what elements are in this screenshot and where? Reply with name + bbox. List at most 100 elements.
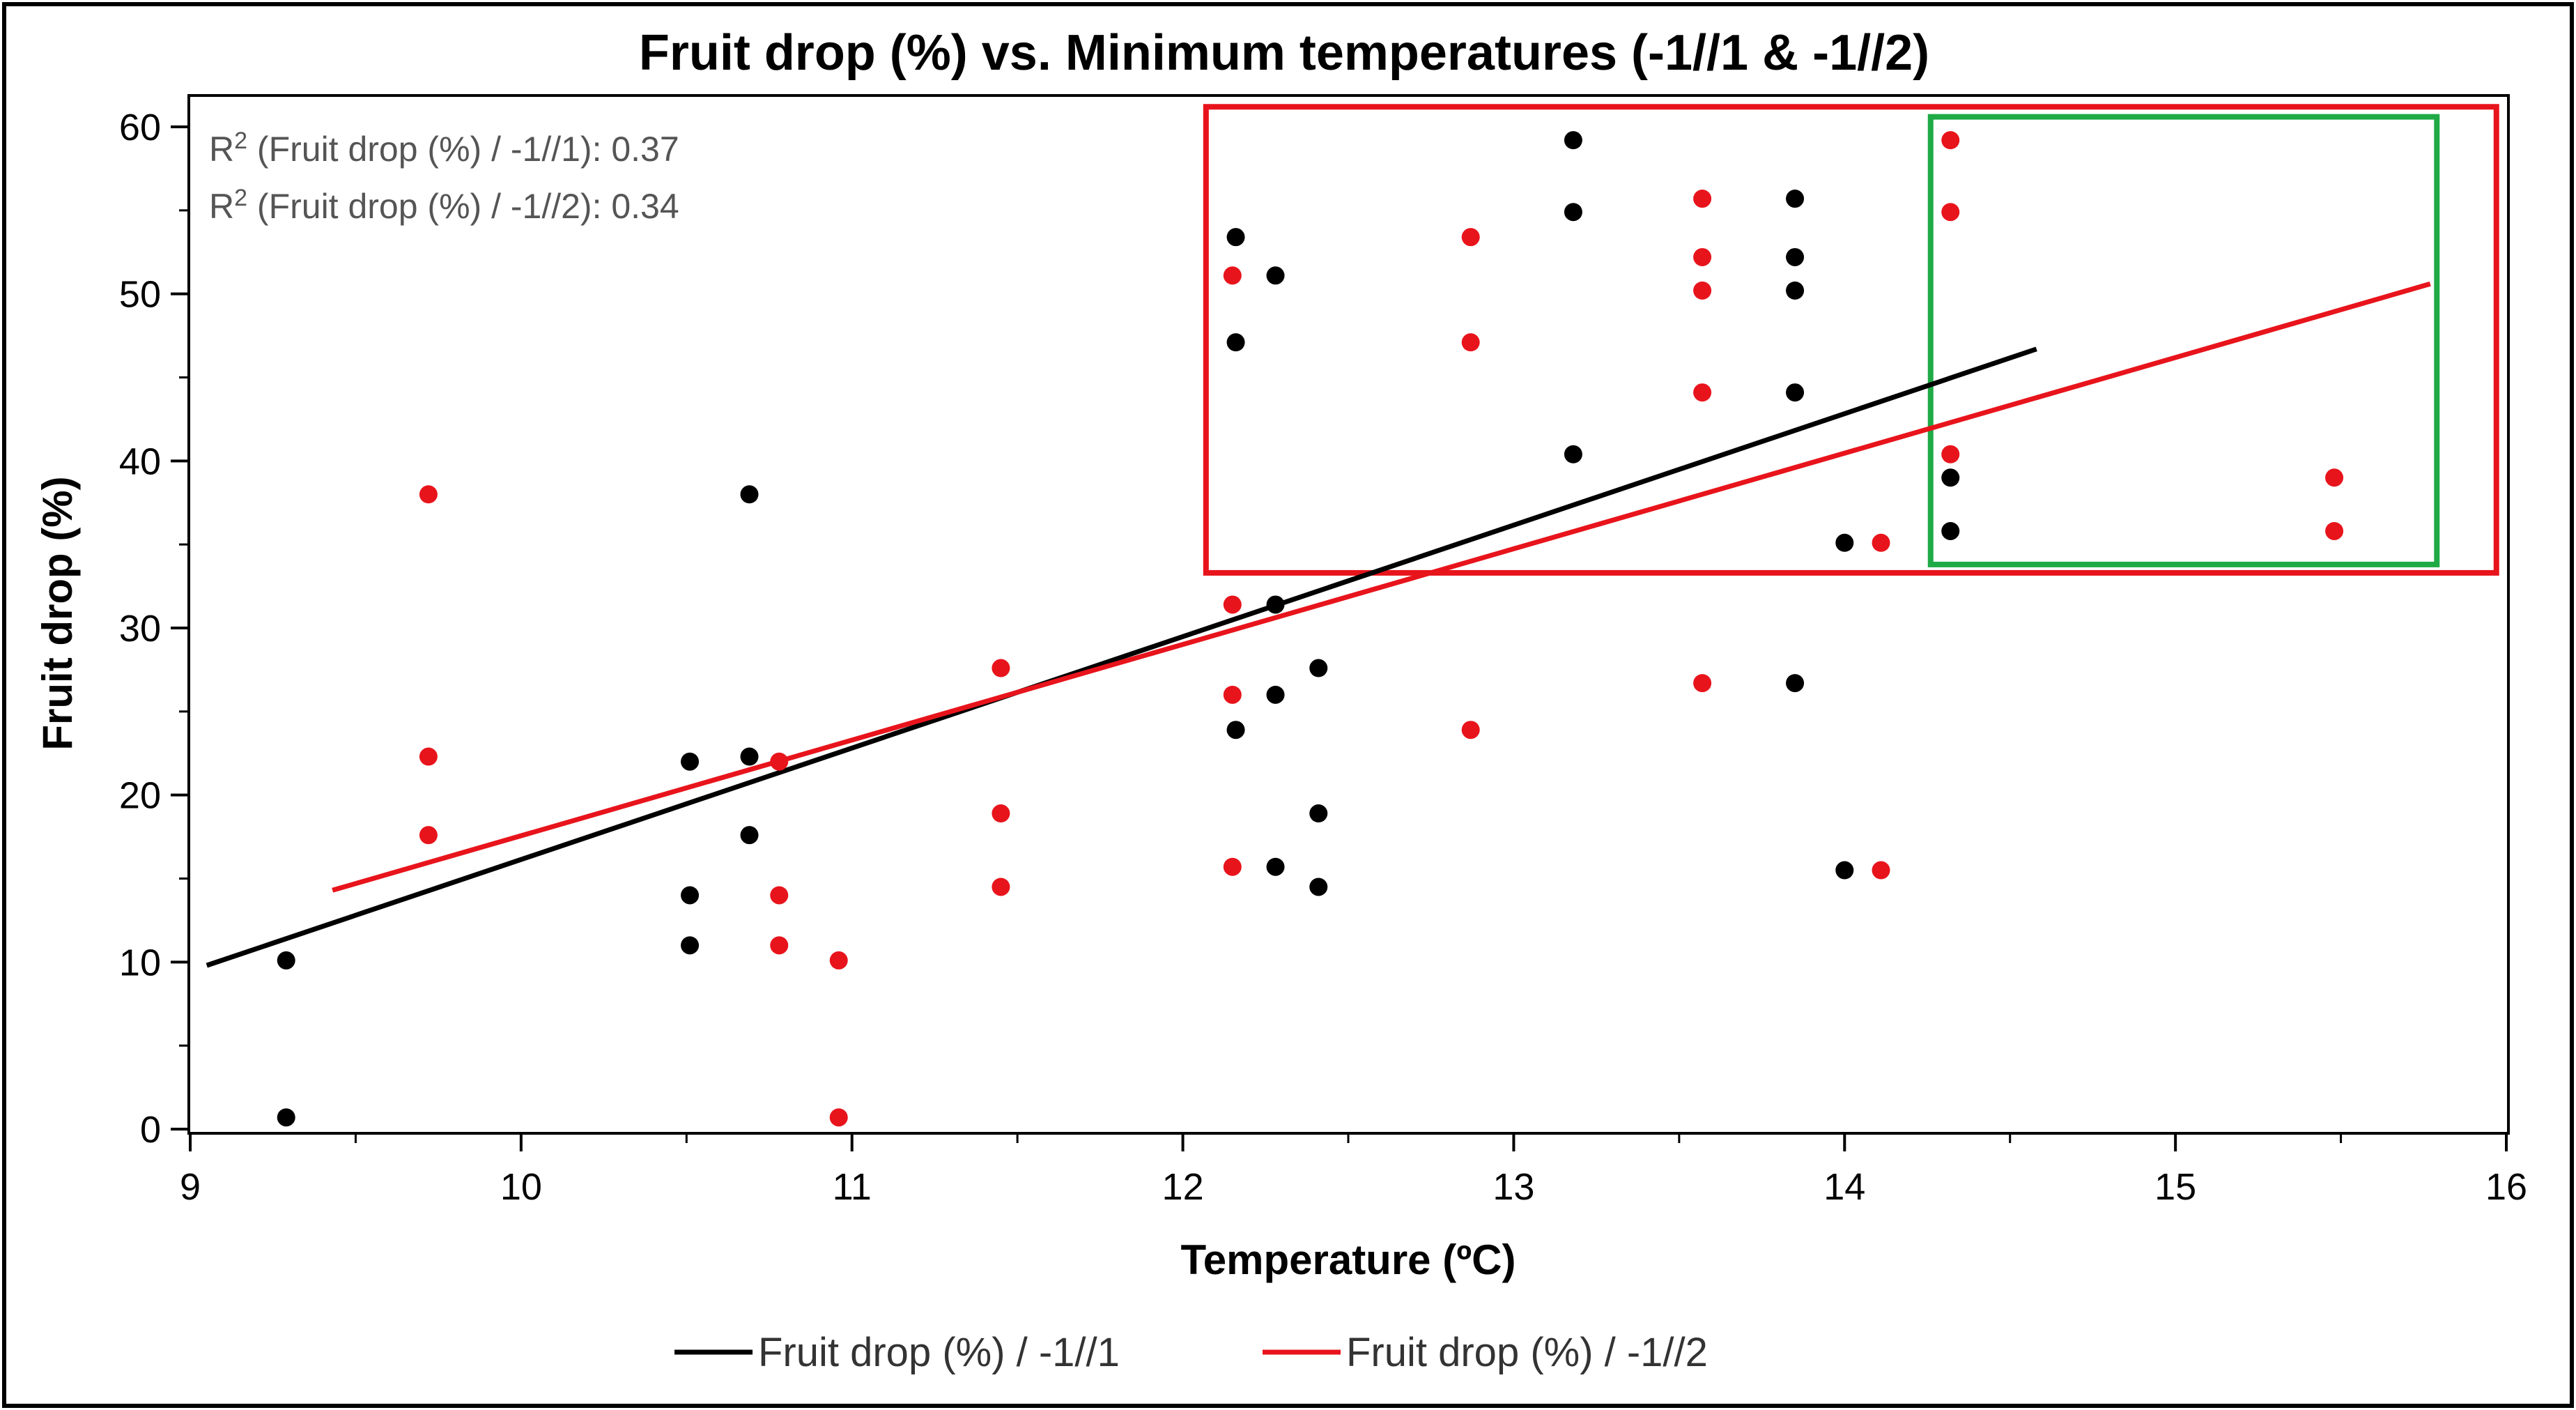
point-series-1 [1266, 857, 1285, 876]
highlight-box-2 [1927, 114, 2440, 567]
point-series-1 [1309, 659, 1328, 677]
fit-line-series-2 [332, 281, 2431, 893]
point-series-2 [1223, 595, 1242, 614]
point-series-1 [1226, 333, 1245, 352]
y-tick-label: 0 [140, 1109, 161, 1151]
point-series-1 [1226, 228, 1245, 247]
point-series-2 [1693, 674, 1712, 693]
point-series-2 [1941, 131, 1960, 150]
point-series-2 [1872, 533, 1890, 552]
legend: Fruit drop (%) / -1//1 Fruit drop (%) / … [674, 1330, 1708, 1375]
point-series-1 [740, 826, 759, 845]
point-series-1 [1266, 685, 1285, 704]
point-series-2 [1693, 190, 1712, 208]
point-series-1 [1226, 721, 1245, 740]
plot-area [187, 94, 2510, 1135]
point-series-2 [1693, 383, 1712, 402]
point-series-1 [1309, 878, 1328, 896]
point-series-1 [1786, 674, 1805, 693]
legend-label-series-1: Fruit drop (%) / -1//1 [758, 1330, 1120, 1375]
point-series-1 [1786, 190, 1805, 208]
y-tick-label: 10 [119, 942, 161, 983]
point-series-1 [1835, 533, 1854, 552]
point-series-2 [770, 752, 789, 771]
y-tick-label: 30 [119, 608, 161, 650]
x-axis-label: Temperature (ºC) [1181, 1236, 1516, 1283]
y-axis-label: Fruit drop (%) [34, 476, 81, 750]
x-tick-label: 15 [2154, 1166, 2196, 1208]
point-series-2 [992, 659, 1010, 677]
x-tick-label: 11 [833, 1166, 872, 1208]
point-series-2 [770, 886, 789, 905]
point-series-2 [1941, 203, 1960, 222]
x-tick-label: 10 [500, 1166, 542, 1208]
point-series-2 [419, 747, 438, 766]
point-series-1 [1835, 861, 1854, 880]
point-series-1 [1266, 266, 1285, 285]
y-tick-label: 20 [119, 775, 161, 817]
point-series-1 [1786, 247, 1805, 266]
point-series-2 [1461, 721, 1480, 740]
legend-label-series-2: Fruit drop (%) / -1//2 [1346, 1330, 1708, 1375]
x-tick-label: 12 [1162, 1166, 1204, 1208]
x-tick-label: 14 [1823, 1166, 1865, 1208]
x-tick-label: 16 [2485, 1166, 2527, 1208]
axis-ticks: 9 10 11 12 13 14 15 16 0 10 20 30 40 50 60 [119, 107, 2527, 1208]
x-tick-label: 9 [180, 1166, 201, 1208]
point-series-2 [829, 1108, 848, 1127]
fit-line-series-1 [206, 346, 2037, 968]
r2-text: (Fruit drop (%) / -1//2): 0.34 [247, 187, 679, 226]
point-series-1 [1309, 804, 1328, 823]
r2-superscript: 2 [234, 185, 247, 211]
point-series-1 [1786, 281, 1805, 300]
point-series-1 [1266, 595, 1285, 614]
highlight-boxes [1203, 104, 2499, 576]
point-series-1 [277, 1108, 295, 1127]
y-tick-label: 60 [119, 107, 161, 148]
point-series-1 [681, 752, 700, 771]
r2-superscript: 2 [234, 128, 247, 154]
point-series-1 [1941, 521, 1960, 540]
point-series-2 [419, 826, 438, 845]
y-tick-label: 50 [119, 274, 161, 316]
point-series-1 [1941, 468, 1960, 487]
r2-prefix: R [209, 130, 234, 169]
point-series-1 [277, 951, 295, 970]
point-series-2 [419, 485, 438, 504]
point-series-2 [770, 936, 789, 955]
point-series-2 [1693, 247, 1712, 266]
point-series-2 [1693, 281, 1712, 300]
x-tick-label: 13 [1493, 1166, 1534, 1208]
point-series-2 [2325, 468, 2344, 487]
r2-annotation-2: R2 (Fruit drop (%) / -1//2): 0.34 [209, 185, 679, 226]
r2-prefix: R [209, 187, 234, 226]
point-series-2 [1941, 445, 1960, 463]
fit-lines [206, 281, 2431, 968]
point-series-2 [992, 804, 1010, 823]
point-series-2 [1223, 266, 1242, 285]
point-series-2 [1223, 857, 1242, 876]
point-series-2 [829, 951, 848, 970]
point-series-1 [1786, 383, 1805, 402]
point-series-1 [1564, 445, 1582, 463]
point-series-2 [1461, 333, 1480, 352]
highlight-box-1 [1203, 104, 2499, 576]
point-series-1 [681, 886, 700, 905]
r2-text: (Fruit drop (%) / -1//1): 0.37 [247, 130, 679, 169]
point-series-1 [740, 485, 759, 504]
point-series-1 [681, 936, 700, 955]
point-series-2 [992, 878, 1010, 896]
point-series-2 [2325, 521, 2344, 540]
point-series-2 [1223, 685, 1242, 704]
point-series-1 [740, 747, 759, 766]
point-series-2 [1461, 228, 1480, 247]
r2-annotation-1: R2 (Fruit drop (%) / -1//1): 0.37 [209, 128, 679, 169]
y-tick-label: 40 [119, 440, 161, 482]
point-series-1 [1564, 203, 1582, 222]
data-points [277, 131, 2344, 1127]
point-series-1 [1564, 131, 1582, 150]
point-series-2 [1872, 861, 1890, 880]
chart-title: Fruit drop (%) vs. Minimum temperatures … [639, 25, 1929, 81]
